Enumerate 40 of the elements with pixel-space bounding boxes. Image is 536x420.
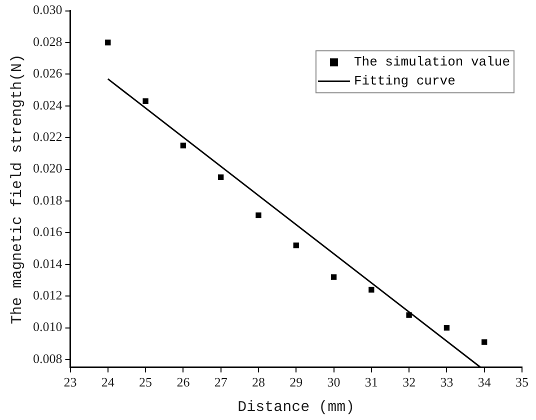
y-tick-label: 0.020 xyxy=(33,160,62,176)
x-tick-label: 32 xyxy=(402,374,416,390)
x-tick-label: 29 xyxy=(290,374,303,390)
y-tick-label: 0.024 xyxy=(33,97,63,112)
point xyxy=(293,242,299,248)
point xyxy=(406,312,412,318)
x-tick-label: 34 xyxy=(478,374,492,390)
point xyxy=(105,40,111,46)
point xyxy=(142,98,148,104)
point xyxy=(330,274,337,280)
x-tick-label: 25 xyxy=(139,374,152,390)
y-tick-label: 0.018 xyxy=(33,192,62,208)
x-tick-label: 35 xyxy=(516,374,528,390)
y-tick-label: 0.022 xyxy=(33,129,62,144)
x-tick-label: 26 xyxy=(176,374,190,390)
point xyxy=(482,339,488,345)
point xyxy=(218,174,224,180)
y-tick-label: 0.028 xyxy=(33,34,62,49)
y-tick-label: 0.030 xyxy=(33,2,62,18)
legend-label: The simulation value xyxy=(354,54,510,70)
x-tick-label: 24 xyxy=(101,374,115,390)
x-tick-label: 28 xyxy=(252,374,265,390)
point xyxy=(256,212,262,218)
point xyxy=(444,324,450,331)
x-tick-label: 23 xyxy=(64,374,77,390)
x-tick-label: 31 xyxy=(364,374,378,390)
legend-label: Fitting curve xyxy=(354,74,456,89)
y-tick-label: 0.026 xyxy=(33,66,63,81)
x-axis-title: Distance (mm) xyxy=(238,398,355,416)
y-tick-label: 0.010 xyxy=(33,319,62,334)
point xyxy=(180,142,186,148)
x-tick-label: 27 xyxy=(214,374,228,390)
x-tick-label: 33 xyxy=(440,374,454,390)
point xyxy=(368,286,374,293)
y-tick-label: 0.008 xyxy=(33,350,62,366)
y-tick-label: 0.012 xyxy=(33,288,62,302)
y-axis-title: The magnetic field strength(N) xyxy=(8,54,26,324)
y-tick-label: 0.016 xyxy=(33,224,63,240)
x-tick-label: 30 xyxy=(327,374,340,390)
y-tick-label: 0.014 xyxy=(33,256,63,271)
